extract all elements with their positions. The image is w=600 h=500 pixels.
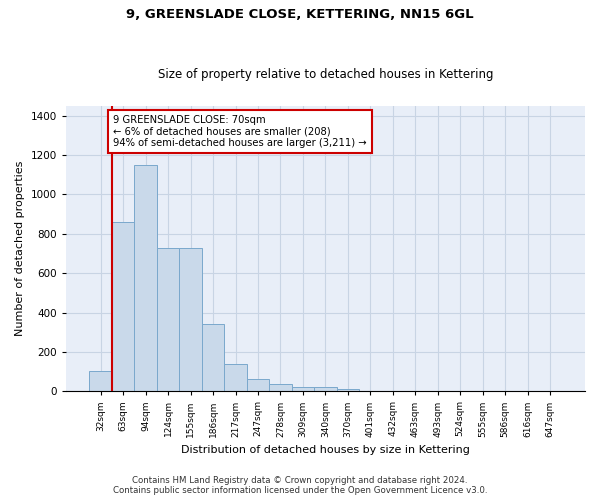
Text: Contains HM Land Registry data © Crown copyright and database right 2024.
Contai: Contains HM Land Registry data © Crown c…	[113, 476, 487, 495]
Bar	[314, 388, 337, 392]
Bar	[179, 248, 202, 392]
Bar	[224, 364, 247, 392]
Bar	[337, 390, 359, 392]
Bar	[112, 222, 134, 392]
X-axis label: Distribution of detached houses by size in Kettering: Distribution of detached houses by size …	[181, 445, 470, 455]
Title: Size of property relative to detached houses in Kettering: Size of property relative to detached ho…	[158, 68, 493, 81]
Bar	[269, 384, 292, 392]
Y-axis label: Number of detached properties: Number of detached properties	[15, 161, 25, 336]
Bar	[202, 324, 224, 392]
Text: 9 GREENSLADE CLOSE: 70sqm
← 6% of detached houses are smaller (208)
94% of semi-: 9 GREENSLADE CLOSE: 70sqm ← 6% of detach…	[113, 115, 367, 148]
Bar	[134, 165, 157, 392]
Bar	[292, 388, 314, 392]
Bar	[157, 248, 179, 392]
Bar	[89, 371, 112, 392]
Bar	[247, 379, 269, 392]
Text: 9, GREENSLADE CLOSE, KETTERING, NN15 6GL: 9, GREENSLADE CLOSE, KETTERING, NN15 6GL	[126, 8, 474, 20]
